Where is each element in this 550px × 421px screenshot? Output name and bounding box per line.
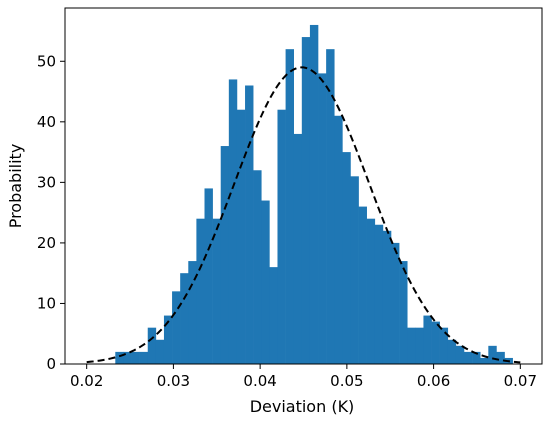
- histogram-bar: [480, 357, 489, 364]
- histogram-bar: [180, 273, 189, 364]
- histogram-bar: [447, 339, 457, 364]
- histogram-bar: [196, 218, 205, 364]
- histogram-bar: [285, 49, 294, 364]
- histogram-bar: [220, 146, 230, 364]
- y-tick-label: 20: [37, 234, 56, 252]
- histogram-bar: [496, 351, 505, 364]
- histogram-bar: [277, 109, 286, 364]
- histogram-bar: [358, 206, 367, 364]
- histogram-bar: [245, 85, 254, 365]
- histogram-bar: [423, 315, 432, 364]
- histogram-bar: [488, 345, 497, 364]
- histogram-bar: [415, 327, 424, 364]
- y-tick-label: 30: [37, 173, 56, 191]
- histogram-bar: [366, 218, 376, 364]
- y-tick-label: 10: [37, 294, 56, 312]
- histogram-bars: [115, 24, 513, 365]
- histogram-bar: [318, 73, 327, 364]
- histogram-bar: [212, 218, 222, 364]
- histogram-bar: [293, 133, 303, 364]
- histogram-bar: [261, 200, 270, 364]
- histogram-bar: [236, 109, 246, 364]
- histogram-bar: [334, 115, 343, 364]
- histogram-bar: [342, 152, 351, 364]
- histogram-bar: [472, 351, 481, 364]
- histogram-bar: [309, 24, 319, 364]
- histogram-bar: [463, 351, 473, 364]
- histogram-bar: [147, 327, 157, 364]
- x-axis-ticks: 0.02 0.03 0.04 0.05 0.06 0.07: [70, 364, 537, 390]
- x-tick-label: 0.02: [70, 372, 103, 390]
- x-tick-label: 0.04: [243, 372, 276, 390]
- histogram-bar: [131, 351, 140, 364]
- histogram-bar: [431, 321, 440, 364]
- histogram-bar: [204, 188, 213, 364]
- x-tick-label: 0.03: [157, 372, 190, 390]
- histogram-bar: [123, 351, 132, 364]
- x-tick-label: 0.05: [330, 372, 363, 390]
- histogram-bar: [301, 37, 311, 365]
- histogram-bar: [407, 327, 416, 364]
- y-axis-label: Probability: [6, 144, 25, 229]
- histogram-bar: [155, 339, 165, 364]
- y-axis-ticks: 0 10 20 30 40 50: [37, 52, 65, 373]
- y-tick-label: 40: [37, 113, 56, 131]
- histogram-bar: [228, 79, 238, 365]
- histogram-bar: [374, 224, 384, 364]
- histogram-bar: [253, 170, 262, 364]
- histogram-bar: [269, 267, 278, 364]
- plot-frame: [64, 7, 543, 365]
- x-tick-label: 0.07: [504, 372, 537, 390]
- histogram-bar: [455, 345, 465, 364]
- histogram-bar: [172, 291, 181, 364]
- histogram-bar: [326, 49, 335, 364]
- histogram-bar: [188, 261, 197, 364]
- histogram-bar: [350, 176, 359, 364]
- x-tick-label: 0.06: [417, 372, 450, 390]
- histogram-bar: [382, 230, 392, 364]
- histogram-bar: [439, 327, 449, 364]
- x-axis-label: Deviation (K): [250, 397, 355, 416]
- normal-fit-curve: [86, 66, 521, 364]
- y-tick-label: 0: [46, 355, 56, 373]
- histogram-bar: [399, 261, 408, 364]
- histogram-bar: [163, 315, 173, 364]
- histogram-bar: [391, 242, 400, 364]
- histogram-bar: [139, 351, 149, 364]
- histogram-bar: [115, 351, 124, 364]
- y-tick-label: 50: [37, 52, 56, 70]
